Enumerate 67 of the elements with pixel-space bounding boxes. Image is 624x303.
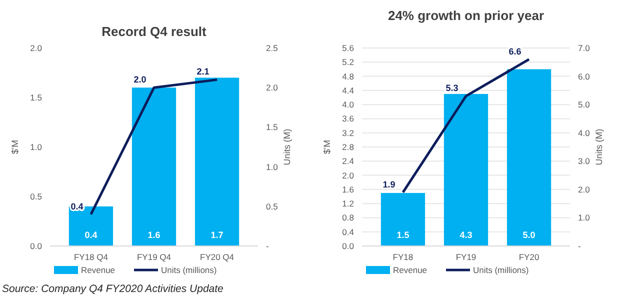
y2-tick-label: 1.0 — [266, 162, 278, 172]
y-tick-label: 5.6 — [342, 43, 354, 53]
bar — [444, 94, 488, 246]
x-tick-label: FY18 — [392, 252, 414, 262]
y2-tick-label: 2.0 — [266, 82, 278, 93]
y2-tick-label: 1.5 — [266, 122, 278, 132]
y2-axis-title: Units (M) — [594, 128, 604, 166]
y-tick-label: 2.0 — [30, 43, 42, 53]
data-label: 2.1 — [196, 66, 210, 77]
y2-tick-label: 7.0 — [578, 43, 590, 53]
y2-tick-label: 0.5 — [266, 201, 278, 212]
y2-tick-label: 6.0 — [578, 71, 590, 82]
bar — [132, 88, 176, 246]
bar — [194, 78, 240, 246]
source-note: Source: Company Q4 FY2020 Activities Update — [2, 283, 224, 295]
x-tick-label: FY18 Q4 — [74, 252, 108, 262]
y-tick-label: 3.2 — [342, 128, 354, 138]
data-label: 5.3 — [446, 83, 458, 94]
y-tick-label: 1.5 — [30, 92, 42, 102]
y-tick-label: 1.6 — [342, 184, 354, 194]
y-tick-label: 4.0 — [342, 100, 354, 110]
y-tick-label: 1.0 — [30, 142, 42, 152]
chart-title: 24% growth on prior year — [388, 8, 544, 23]
chart-title: Record Q4 result — [102, 24, 208, 39]
data-label: 4.3 — [460, 230, 472, 240]
data-label: 5.0 — [522, 230, 536, 240]
y2-tick-label: 5.0 — [578, 100, 590, 110]
data-label: 1.6 — [148, 230, 160, 240]
y2-tick-label: 2.5 — [266, 43, 278, 53]
y-tick-label: 0.8 — [342, 212, 354, 223]
y2-tick-label: 4.0 — [578, 128, 590, 138]
y-tick-label: 2.8 — [342, 142, 354, 152]
x-tick-label: FY19 Q4 — [136, 252, 172, 262]
legend-label: Revenue — [393, 265, 428, 275]
y2-tick-label: - — [578, 241, 581, 251]
y2-tick-label: - — [266, 241, 269, 251]
y-tick-label: 0.5 — [30, 192, 42, 202]
y-tick-label: 2.4 — [342, 156, 354, 166]
legend-label: Units (millions) — [473, 265, 529, 275]
y-axis-title: $'M — [10, 140, 20, 154]
data-label: 2.0 — [134, 74, 146, 85]
y-axis-title: $'M — [322, 140, 332, 154]
y2-axis-title: Units (M) — [282, 128, 292, 166]
y-tick-label: 0.0 — [342, 241, 354, 251]
y-tick-label: 0.0 — [30, 241, 42, 251]
y-tick-label: 0.4 — [342, 226, 354, 237]
bar — [380, 192, 426, 246]
y-tick-label: 5.2 — [342, 57, 354, 68]
y-tick-label: 3.6 — [342, 114, 354, 124]
y2-tick-label: 2.0 — [578, 184, 590, 194]
y-tick-label: 2.0 — [342, 170, 354, 180]
legend-label: Revenue — [81, 265, 116, 275]
y2-tick-label: 1.0 — [578, 212, 590, 223]
x-tick-label: FY19 — [456, 252, 476, 262]
data-label: 6.6 — [508, 46, 522, 56]
data-label: 1.9 — [382, 179, 396, 190]
y2-tick-label: 3.0 — [578, 156, 590, 166]
legend-label: Units (millions) — [161, 265, 217, 275]
data-label: 0.4 — [84, 230, 98, 240]
bar — [506, 69, 552, 246]
y-tick-label: 4.4 — [342, 85, 354, 96]
x-tick-label: FY20 — [518, 252, 540, 262]
data-label: 1.7 — [210, 230, 224, 240]
data-label: 1.5 — [396, 230, 410, 240]
y-tick-label: 4.8 — [342, 71, 354, 82]
x-tick-label: FY20 Q4 — [200, 252, 234, 262]
y-tick-label: 1.2 — [342, 198, 354, 209]
